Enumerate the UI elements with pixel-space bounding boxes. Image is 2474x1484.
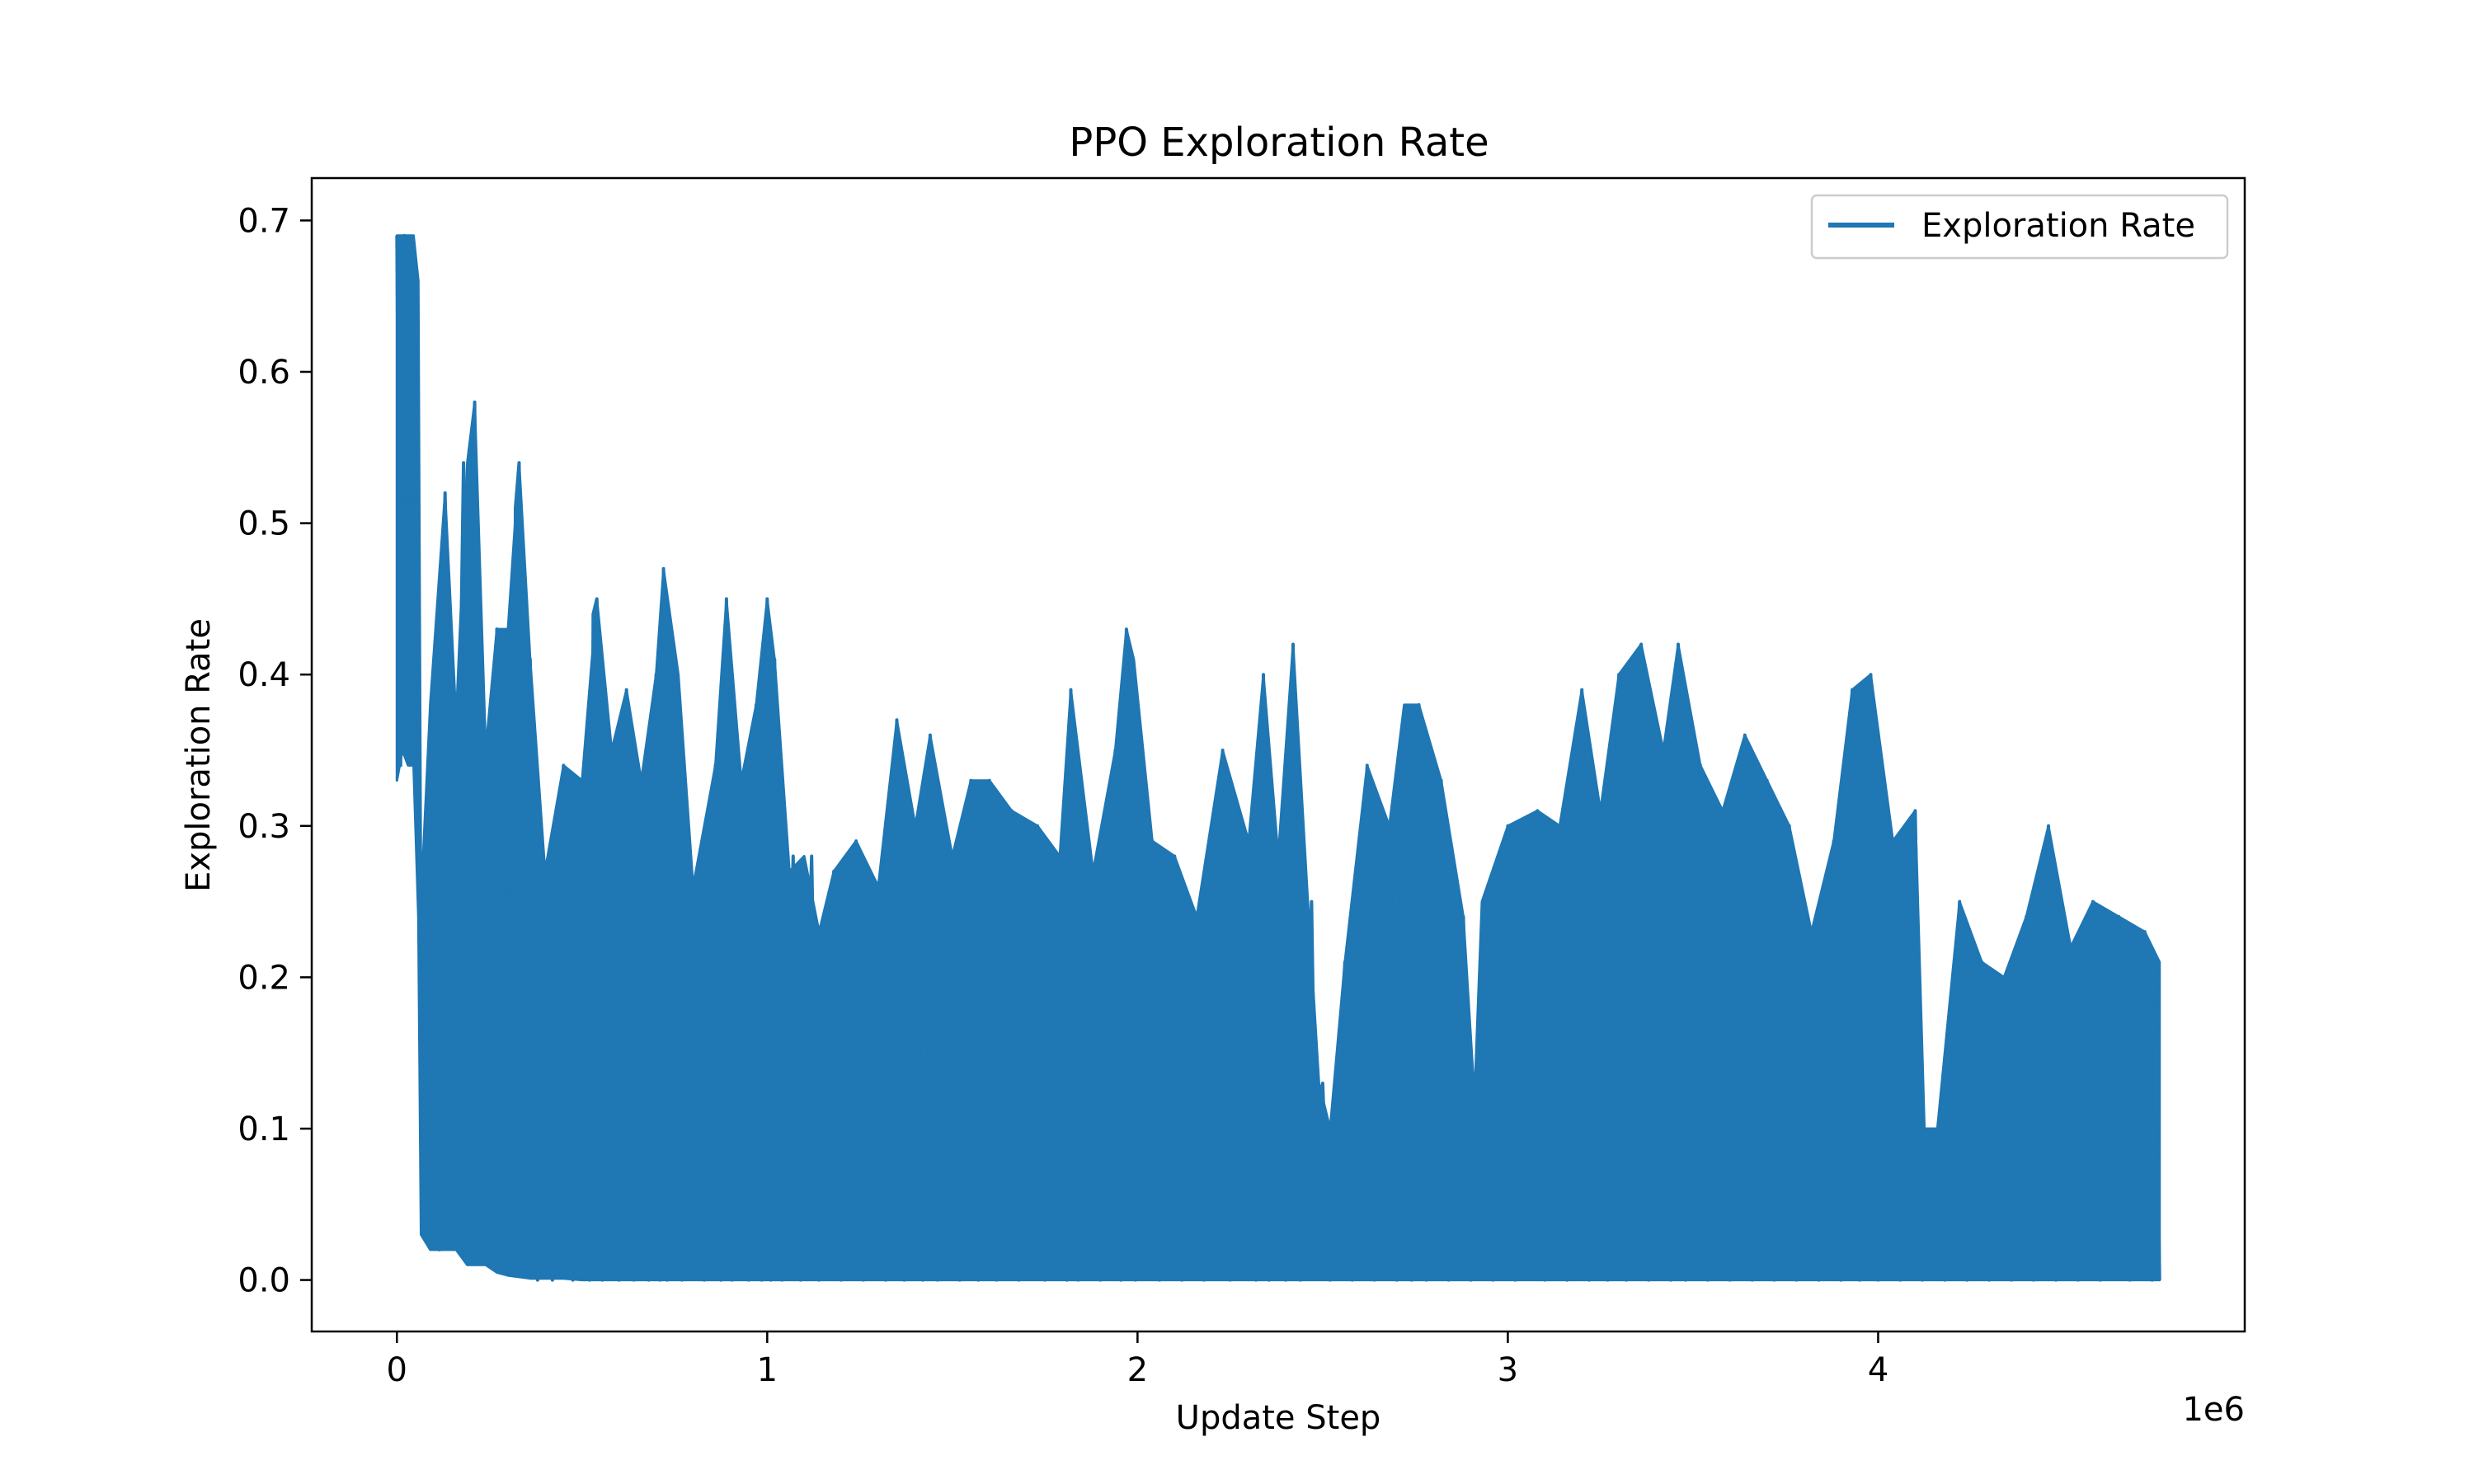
y-axis-label: Exploration Rate: [180, 618, 218, 892]
legend-label: Exploration Rate: [1921, 207, 2195, 245]
y-tick-label: 0.2: [238, 959, 290, 997]
x-tick-label: 3: [1498, 1351, 1518, 1389]
y-tick-label: 0.7: [238, 202, 290, 240]
x-tick-label: 4: [1868, 1351, 1888, 1389]
y-tick-label: 0.0: [238, 1262, 290, 1300]
x-axis-ticks: 0 1 2 3 4: [387, 1331, 1888, 1389]
x-tick-label: 2: [1127, 1351, 1148, 1389]
chart-title: PPO Exploration Rate: [1069, 120, 1489, 166]
y-tick-label: 0.1: [238, 1111, 290, 1148]
x-tick-label: 0: [387, 1351, 407, 1389]
x-axis-label: Update Step: [1176, 1399, 1381, 1437]
legend: Exploration Rate: [1810, 194, 2229, 260]
plot-area: [395, 233, 2161, 1282]
axes-frame: [310, 176, 2246, 1333]
x-axis-offset-label: 1e6: [2182, 1391, 2245, 1429]
legend-box: [1810, 194, 2229, 260]
y-tick-label: 0.3: [238, 808, 290, 846]
series-line-exploration-rate: [395, 233, 2161, 1282]
y-tick-label: 0.6: [238, 354, 290, 392]
y-tick-label: 0.4: [238, 656, 290, 694]
y-axis-ticks: 0.0 0.1 0.2 0.3 0.4 0.5 0.6 0.7: [238, 202, 312, 1300]
x-tick-label: 1: [757, 1351, 778, 1389]
y-tick-label: 0.5: [238, 505, 290, 543]
